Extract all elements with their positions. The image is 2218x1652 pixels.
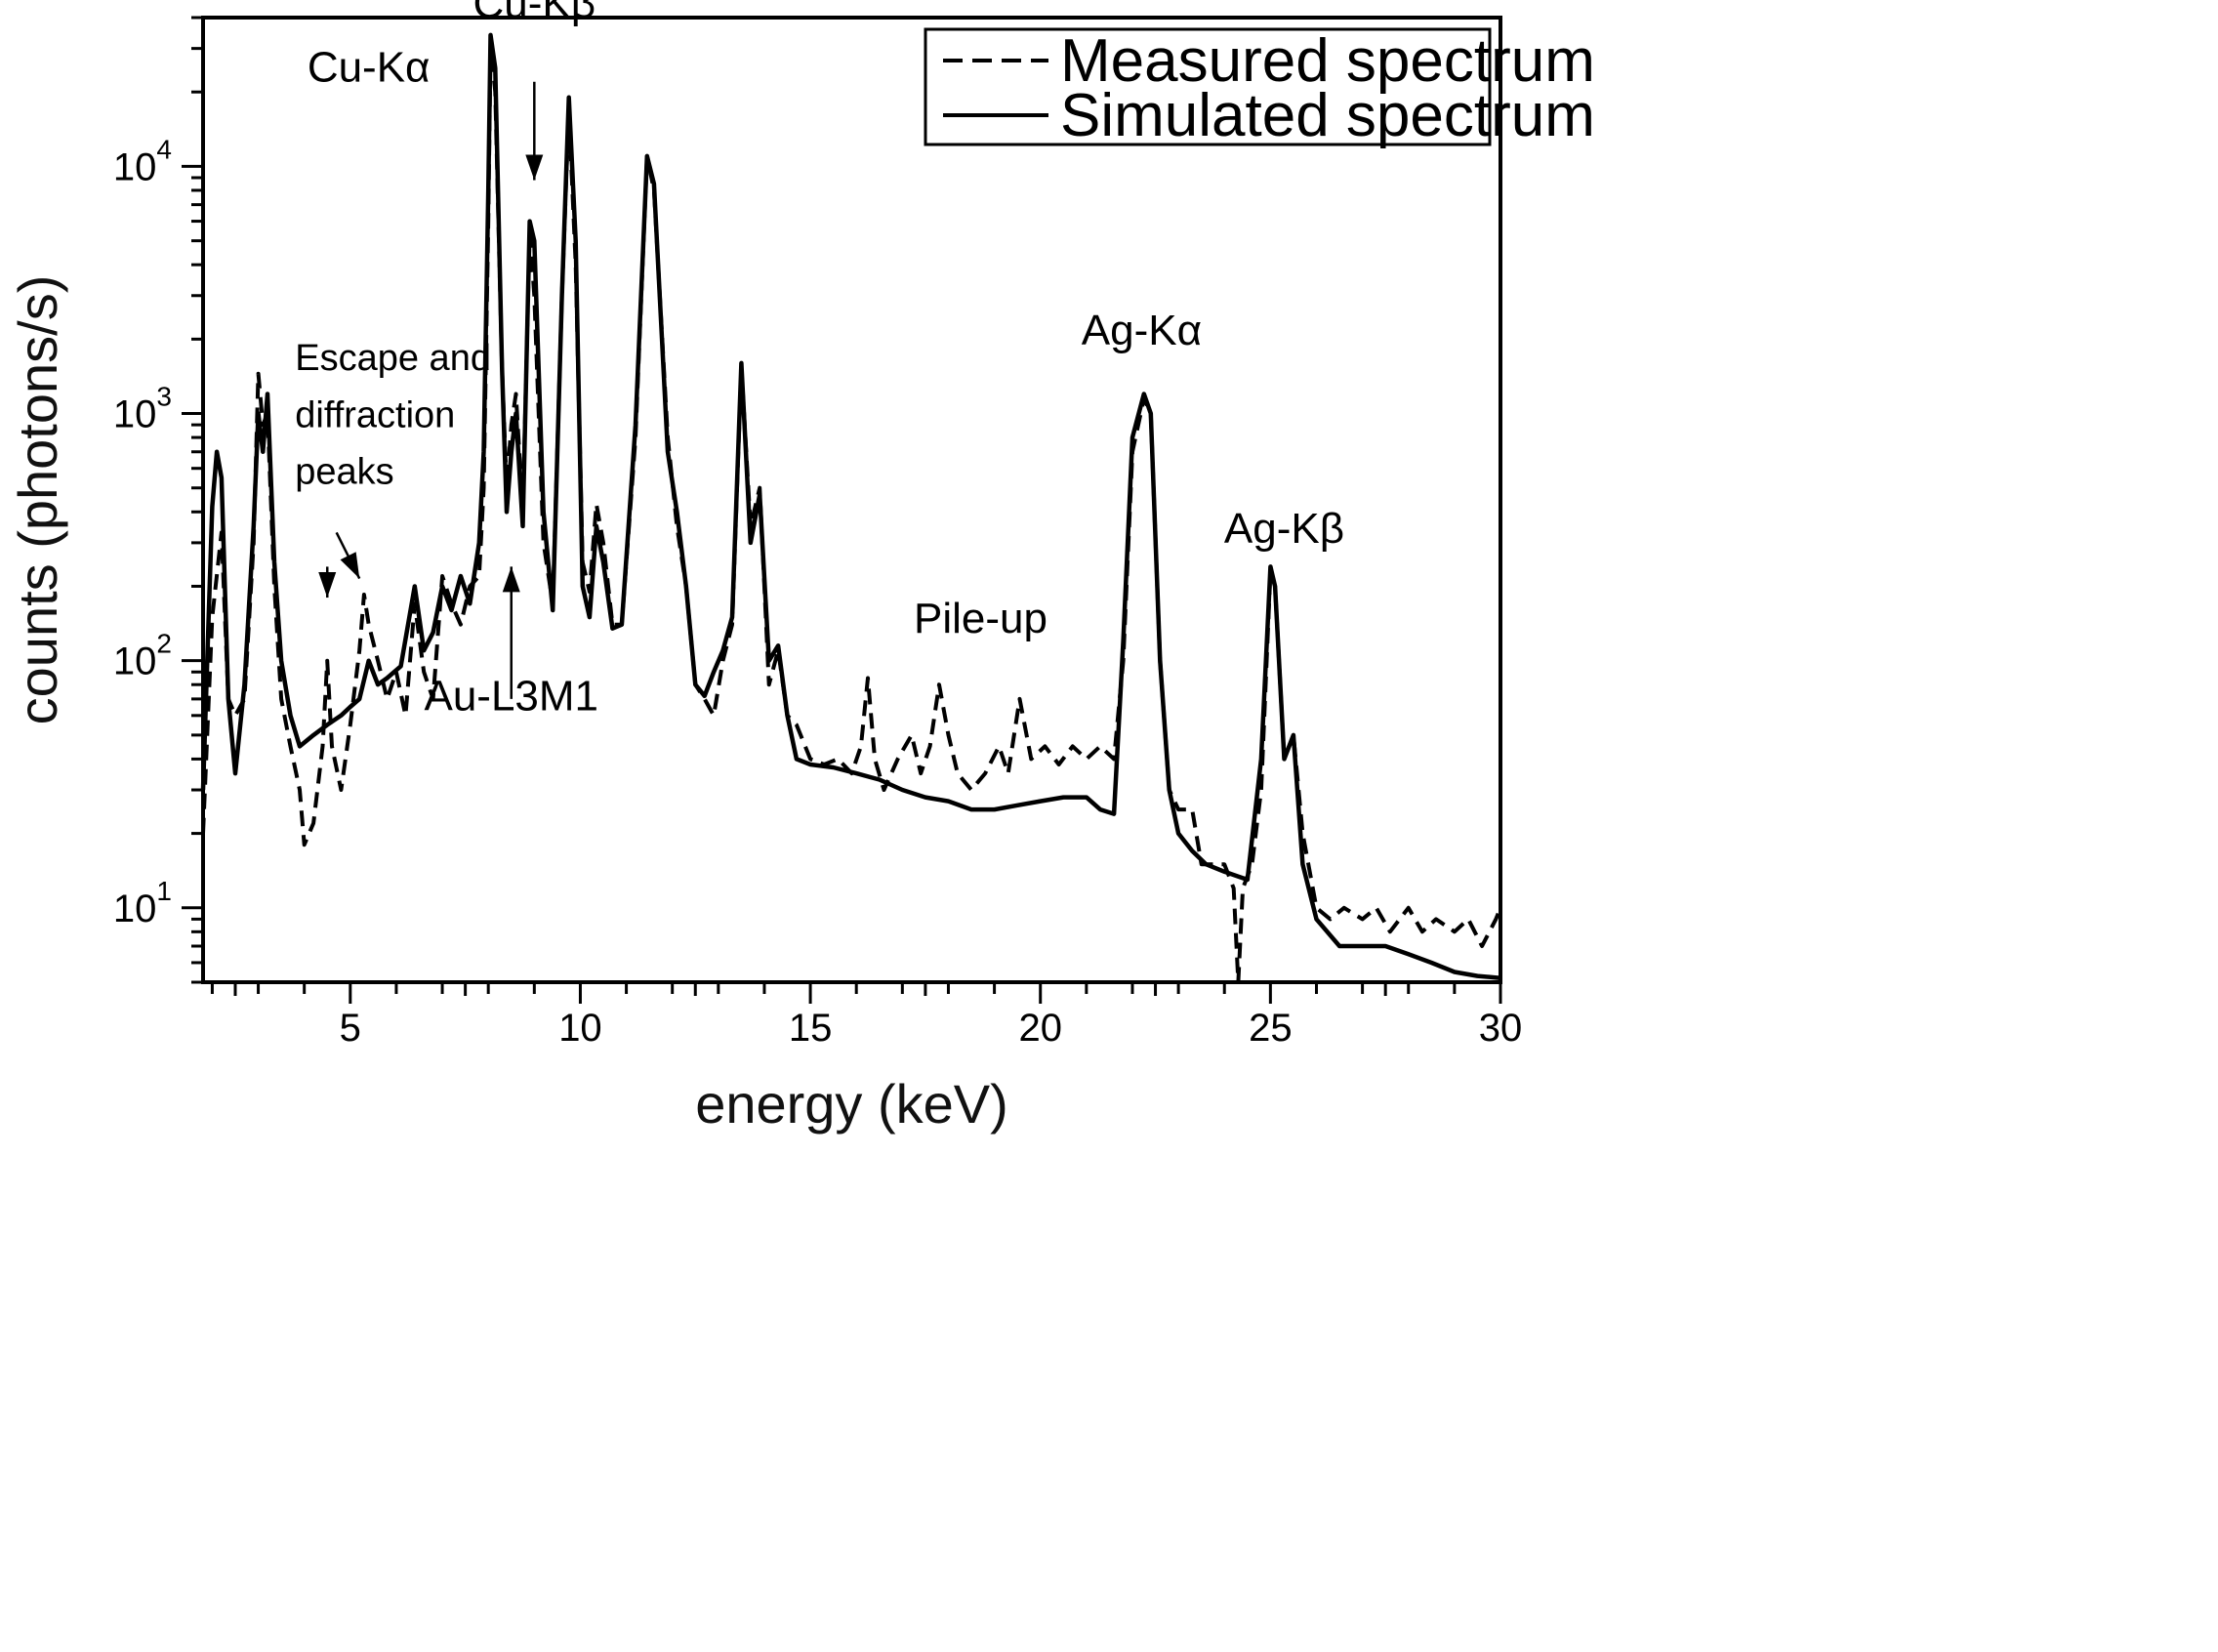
x-tick-label: 5 [340,1007,361,1050]
y-tick-label: 103 [113,382,172,436]
x-tick-label: 20 [1018,1007,1062,1050]
legend-label: Simulated spectrum [1060,82,1595,149]
x-tick-label: 25 [1249,1007,1293,1050]
annotation-label: diffraction [295,395,455,436]
annotation-label: Escape and [295,338,491,379]
plot-frame [201,16,1502,984]
x-tick-label: 15 [789,1007,833,1050]
arrow-head [340,552,360,579]
annotation-label: Pile-up [914,595,1047,642]
series-line-measured [201,43,1502,984]
arrow-head [502,566,520,593]
y-tick-label: 101 [113,876,172,930]
annotation-label: Ag-Kα [1082,307,1202,354]
legend-box [924,27,1492,146]
annotation-label: Cu-Kβ [473,0,596,27]
y-axis-title: counts (photons/s) [7,275,68,725]
y-tick-label: 104 [113,134,172,188]
arrow-head [318,572,337,599]
series-layer [200,32,1502,984]
arrow-head [525,154,544,181]
annotation-label: peaks [295,451,393,492]
series-line-simulated [200,32,1501,980]
annotation-label: Cu-Kα [308,44,431,92]
x-tick-label: 10 [558,1007,602,1050]
x-axis-title: energy (keV) [695,1073,1008,1135]
y-tick-label: 102 [113,629,172,683]
x-tick-label: 30 [1479,1007,1523,1050]
annotation-label: Ag-Kβ [1224,505,1344,553]
legend-label: Measured spectrum [1060,27,1595,95]
tick-layer: 5 10 15 20 25 30 101 102 103 104 [113,16,1523,1050]
